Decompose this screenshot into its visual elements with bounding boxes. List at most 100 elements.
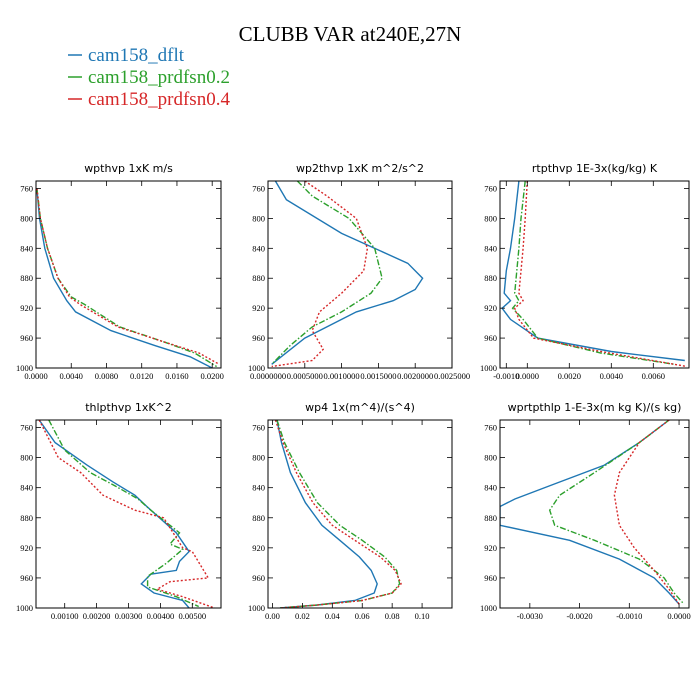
plot-frame [499,180,690,369]
y-tick-label: 960 [20,573,33,583]
y-tick-label: 840 [252,243,265,253]
series-line [613,420,680,605]
plot-frame [35,180,222,369]
chart-panel-5: wp4 1x(m^4)/(s^4) 0.00 0.02 0.04 0.06 0.08 0.1… [248,401,453,621]
x-tick-label: 0.06 [355,611,370,621]
series-line [271,181,383,365]
x-tick-label: -0.0010 [493,371,519,381]
x-tick-label: 0.00400 [147,611,175,621]
x-tick-label: 0.0040 [60,371,83,381]
y-tick-label: 840 [20,243,33,253]
y-tick-label: 800 [484,213,497,223]
series-line [274,420,402,608]
x-tick-label: 0.10 [415,611,430,621]
series-line [36,188,217,368]
y-tick-label: 1000 [16,363,33,373]
series-line [548,420,685,605]
x-tick-label: 0.0000000 [250,371,286,381]
y-tick-label: 960 [252,333,265,343]
y-tick-label: 760 [20,423,33,433]
y-tick-label: 760 [20,183,33,193]
plot-frame [267,419,453,609]
x-tick-label: 0.0010000 [324,371,360,381]
x-tick-label: 0.00100 [51,611,79,621]
legend-label-prdfsn02: cam158_prdfsn0.2 [88,67,230,88]
y-tick-label: 920 [484,543,497,553]
x-tick-label: 0.0000 [516,371,539,381]
y-tick-label: 880 [484,513,497,523]
panel-title: wp2thvp 1xK m^2/s^2 [296,162,424,175]
x-tick-label: 0.0015000 [360,371,396,381]
plot-frame [267,180,453,369]
y-tick-label: 920 [484,303,497,313]
panel-title: thlpthvp 1xK^2 [85,401,172,414]
x-tick-label: 0.00 [265,611,280,621]
panel-title: wp4 1x(m^4)/(s^4) [305,401,415,414]
x-tick-label: 0.0000 [667,611,690,621]
y-tick-label: 880 [20,513,33,523]
x-tick-label: 0.0020 [558,371,581,381]
y-tick-label: 760 [252,423,265,433]
series-line [500,420,680,605]
legend-label-dflt: cam158_dflt [88,45,185,66]
y-tick-label: 960 [252,573,265,583]
y-tick-label: 800 [20,453,33,463]
y-tick-label: 760 [484,423,497,433]
x-tick-label: -0.0030 [517,611,543,621]
y-tick-label: 840 [484,243,497,253]
y-tick-label: 840 [252,483,265,493]
y-tick-label: 960 [484,333,497,343]
panels: wpthvp 1xK m/s 0.0000 0.0040 0.0080 0.0120 0.… [16,162,691,621]
y-tick-label: 800 [484,453,497,463]
chart-panel-6: wprtpthlp 1-E-3x(m kg K)/(s kg) -0.0030 -0… [480,401,691,621]
x-tick-label: 0.0025000 [434,371,470,381]
series-line [511,181,675,365]
y-tick-label: 880 [252,513,265,523]
chart-panel-1: wpthvp 1xK m/s 0.0000 0.0040 0.0080 0.0120 0.… [16,162,224,381]
y-tick-label: 1000 [16,603,33,613]
series-line [36,188,213,368]
y-tick-label: 920 [20,543,33,553]
y-tick-label: 760 [252,183,265,193]
chart-panel-4: thlpthvp 1xK^2 0.00100 0.00200 0.00300 0.004… [16,401,222,621]
y-tick-label: 760 [484,183,497,193]
legend-label-prdfsn04: cam158_prdfsn0.4 [88,89,230,110]
x-tick-label: 0.0040 [600,371,623,381]
y-tick-label: 800 [252,213,265,223]
y-tick-label: 800 [20,213,33,223]
y-tick-label: 840 [484,483,497,493]
x-tick-label: 0.0160 [165,371,188,381]
x-tick-label: 0.0080 [95,371,118,381]
series-line [513,181,688,368]
y-tick-label: 920 [20,303,33,313]
series-line [271,181,369,368]
x-tick-label: 0.0005000 [287,371,323,381]
panel-title: wprtpthlp 1-E-3x(m kg K)/(s kg) [508,401,682,414]
y-tick-label: 880 [252,273,265,283]
y-tick-label: 920 [252,543,265,553]
y-tick-label: 920 [252,303,265,313]
legend: cam158_dflt cam158_prdfsn0.2 cam158_prdf… [68,45,230,110]
series-line [36,188,220,365]
chart-panel-2: wp2thvp 1xK m^2/s^20.0000000 0.0005000 0.0… [248,162,470,381]
y-tick-label: 1000 [248,363,265,373]
y-tick-label: 960 [484,573,497,583]
series-line [38,420,191,608]
x-tick-label: 0.08 [385,611,400,621]
series-line [276,420,378,608]
y-tick-label: 840 [20,483,33,493]
x-tick-label: 0.00300 [115,611,143,621]
x-tick-label: 0.0120 [130,371,153,381]
y-tick-label: 800 [252,453,265,463]
y-tick-label: 960 [20,333,33,343]
x-tick-label: 0.0000 [24,371,47,381]
y-tick-label: 880 [484,273,497,283]
x-tick-label: 0.0060 [642,371,665,381]
y-tick-label: 1000 [248,603,265,613]
y-tick-label: 880 [20,273,33,283]
x-tick-label: -0.0010 [616,611,642,621]
plot-frame [499,419,690,609]
series-line [501,181,685,362]
x-tick-label: 0.0020000 [397,371,433,381]
